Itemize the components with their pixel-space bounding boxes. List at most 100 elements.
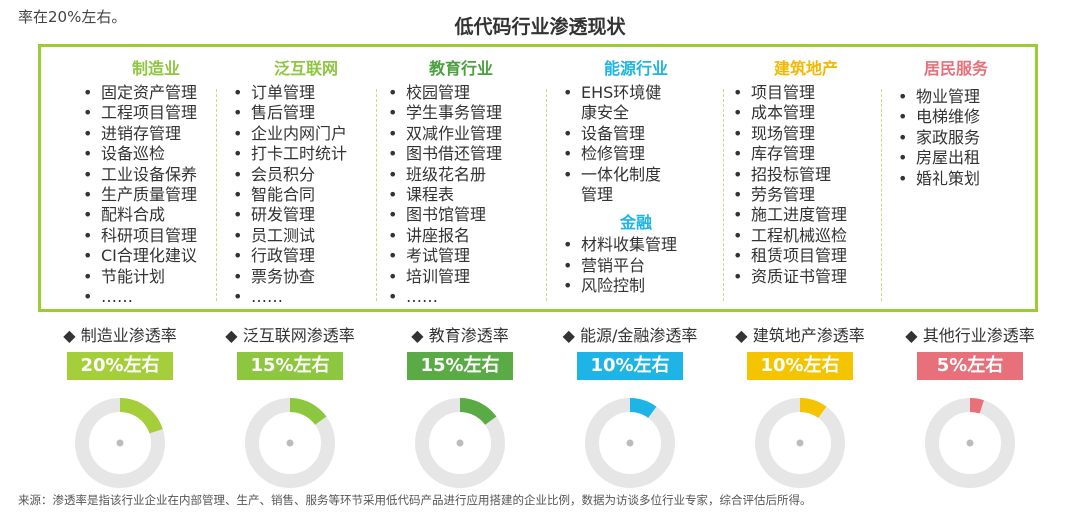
list-item: 培训管理 [386, 267, 536, 288]
list-item: 固定资产管理 [81, 83, 231, 104]
donut-slice-1 [289, 398, 327, 426]
column-divider [723, 89, 724, 301]
list-item: 工业设备保养 [81, 165, 231, 186]
page-title: 低代码行业渗透现状 [454, 16, 626, 38]
list-item: …… [386, 287, 536, 308]
rate-label: ◆ 建筑地产渗透率 [735, 326, 865, 345]
rate-manufacturing: ◆ 制造业渗透率 20%左右 [35, 322, 205, 380]
list-item: 设备管理 [561, 124, 711, 145]
list-item: 康安全 [581, 103, 630, 123]
list-item: 票务协查 [231, 267, 381, 288]
list-item: 节能计划 [81, 267, 231, 288]
list-item: 图书借还管理 [386, 144, 536, 165]
list-item: 考试管理 [386, 246, 536, 267]
column-title: 能源行业 [603, 59, 668, 78]
donut-center-dot [286, 439, 294, 447]
rate-badge: 15%左右 [237, 352, 343, 380]
list-item: 智能合同 [231, 185, 381, 206]
list-item: 课程表 [386, 185, 536, 206]
list-item: 物业管理 [896, 87, 1016, 108]
rate-label: ◆ 泛互联网渗透率 [225, 326, 355, 345]
list-item: 检修管理 [561, 144, 711, 165]
rate-label: ◆ 制造业渗透率 [63, 326, 177, 345]
column-title: 居民服务 [923, 59, 988, 78]
list-item: 成本管理 [731, 103, 881, 124]
list-item: 校园管理 [386, 83, 536, 104]
sub-title-finance: 金融 [619, 213, 652, 233]
donut-chart-manufacturing [75, 398, 165, 488]
list-item: 现场管理 [731, 124, 881, 145]
top-text-fragment: 率在20%左右。 [18, 8, 127, 26]
rate-label: ◆ 能源/金融渗透率 [562, 326, 698, 345]
list-item: 材料收集管理 [561, 235, 711, 256]
list-item: 工程机械巡检 [731, 226, 881, 247]
rate-construction: ◆ 建筑地产渗透率 10%左右 [715, 322, 885, 380]
column-manufacturing: 制造业 固定资产管理工程项目管理进销存管理设备巡检工业设备保养生产质量管理配料合… [81, 55, 231, 308]
donut-slice-0 [119, 398, 163, 434]
column-divider [216, 89, 217, 301]
donut-center-dot [796, 439, 804, 447]
list-item: 房屋出租 [896, 148, 1016, 169]
donut-center-dot [966, 439, 974, 447]
list-item: 库存管理 [731, 144, 881, 165]
column-education: 教育行业 校园管理学生事务管理双减作业管理图书借还管理班级花名册课程表图书馆管理… [386, 55, 536, 308]
donut-slice-2 [459, 398, 497, 426]
rate-energy-finance: ◆ 能源/金融渗透率 10%左右 [545, 322, 715, 380]
rate-label: ◆ 教育渗透率 [411, 326, 509, 345]
column-energy: 能源行业 EHS环境健康安全设备管理检修管理一体化制度管理 金融 材料收集管理营… [561, 55, 711, 297]
column-title: 泛互联网 [273, 59, 338, 78]
list-item: 双减作业管理 [386, 124, 536, 145]
donut-slice-4 [799, 398, 827, 419]
list-item: 劳务管理 [731, 185, 881, 206]
list-item: CI合理化建议 [81, 246, 231, 267]
list-item: 婚礼策划 [896, 169, 1016, 190]
column-internet: 泛互联网 订单管理售后管理企业内网门户打卡工时统计会员积分智能合同研发管理员工测… [231, 55, 381, 308]
list-item: 企业内网门户 [231, 124, 381, 145]
list-item: 打卡工时统计 [231, 144, 381, 165]
list-item: 招投标管理 [731, 165, 881, 186]
column-divider [376, 89, 377, 301]
list-item: …… [231, 287, 381, 308]
list-item: 租赁项目管理 [731, 246, 881, 267]
rate-internet: ◆ 泛互联网渗透率 15%左右 [205, 322, 375, 380]
list-item: 管理 [581, 185, 614, 205]
item-list: 项目管理成本管理现场管理库存管理招投标管理劳务管理施工进度管理工程机械巡检租赁项… [731, 83, 881, 287]
list-item: EHS环境健 [561, 83, 711, 104]
rate-badge: 10%左右 [577, 352, 683, 380]
rate-badge: 5%左右 [917, 352, 1023, 380]
list-item: 学生事务管理 [386, 103, 536, 124]
rate-education: ◆ 教育渗透率 15%左右 [375, 322, 545, 380]
list-item: 工程项目管理 [81, 103, 231, 124]
item-list: 固定资产管理工程项目管理进销存管理设备巡检工业设备保养生产质量管理配料合成科研项… [81, 83, 231, 308]
list-item: 讲座报名 [386, 226, 536, 247]
list-item: 会员积分 [231, 165, 381, 186]
list-item: 订单管理 [231, 83, 381, 104]
list-item: 施工进度管理 [731, 205, 881, 226]
item-list: EHS环境健康安全设备管理检修管理一体化制度管理 [561, 83, 711, 205]
rate-badge: 15%左右 [407, 352, 513, 380]
industry-frame: 制造业 固定资产管理工程项目管理进销存管理设备巡检工业设备保养生产质量管理配料合… [38, 44, 1038, 312]
item-list: 校园管理学生事务管理双减作业管理图书借还管理班级花名册课程表图书馆管理讲座报名考… [386, 83, 536, 308]
list-item: 图书馆管理 [386, 205, 536, 226]
list-item: 班级花名册 [386, 165, 536, 186]
list-item: …… [81, 287, 231, 308]
list-item: 配料合成 [81, 205, 231, 226]
list-item: 生产质量管理 [81, 185, 231, 206]
list-item: 营销平台 [561, 256, 711, 277]
list-item: 设备巡检 [81, 144, 231, 165]
column-divider [881, 89, 882, 301]
list-item: 家政服务 [896, 128, 1016, 149]
column-construction: 建筑地产 项目管理成本管理现场管理库存管理招投标管理劳务管理施工进度管理工程机械… [731, 55, 881, 287]
source-note: 来源：渗透率是指该行业企业在内部管理、生产、销售、服务等环节采用低代码产品进行应… [18, 493, 812, 507]
donut-chart-other [925, 398, 1015, 488]
column-residential: 居民服务 物业管理电梯维修家政服务房屋出租婚礼策划 [896, 55, 1016, 189]
list-item: 售后管理 [231, 103, 381, 124]
donut-center-dot [456, 439, 464, 447]
donut-chart-construction [755, 398, 845, 488]
list-item: 进销存管理 [81, 124, 231, 145]
donut-center-dot [626, 439, 634, 447]
donut-chart-energy-finance [585, 398, 675, 488]
list-item: 项目管理 [731, 83, 881, 104]
list-item: 一体化制度 [561, 165, 711, 186]
rate-badge: 20%左右 [67, 352, 173, 380]
